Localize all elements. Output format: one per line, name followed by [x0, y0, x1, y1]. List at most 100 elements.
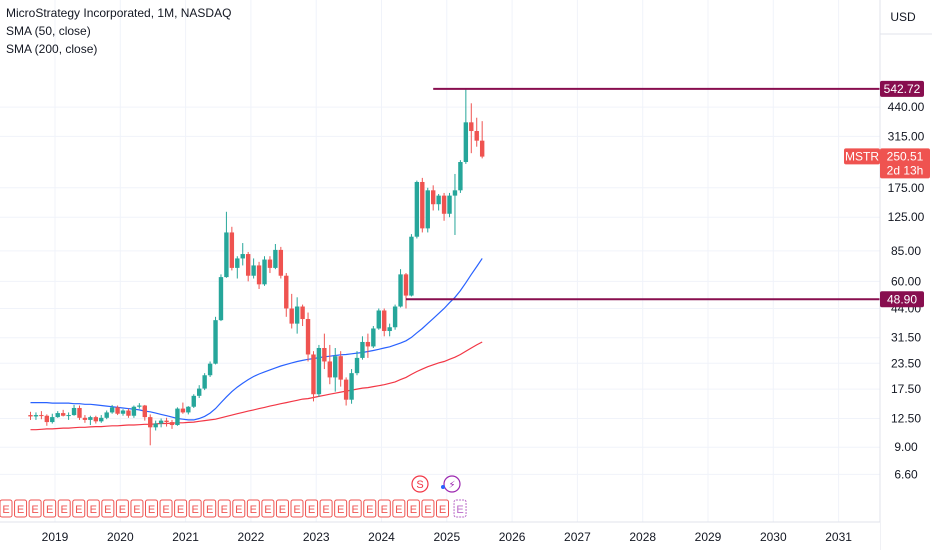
- earnings-badge[interactable]: E: [334, 499, 348, 518]
- earnings-badge-box: [363, 499, 377, 518]
- candle-body: [452, 190, 458, 196]
- earnings-badge[interactable]: E: [246, 499, 260, 518]
- candle-body: [180, 408, 186, 413]
- horizontal-levels[interactable]: [405, 87, 880, 301]
- earnings-badge[interactable]: E: [159, 499, 173, 518]
- candle: [55, 411, 60, 418]
- earnings-badge[interactable]: E: [145, 499, 158, 518]
- candle: [294, 297, 300, 334]
- earnings-badge[interactable]: E: [421, 499, 435, 518]
- earnings-badge-box: [348, 499, 362, 518]
- earnings-badge-label: E: [381, 504, 388, 516]
- earnings-badge-label: E: [221, 504, 228, 516]
- candle-body: [414, 181, 420, 237]
- indicator-sma-200-label[interactable]: SMA (200, close): [6, 42, 98, 56]
- earnings-badge[interactable]: E: [406, 499, 420, 518]
- sma-200-line: [30, 341, 483, 431]
- candle-body: [142, 405, 147, 418]
- earnings-badge[interactable]: E: [217, 499, 231, 518]
- candle: [463, 88, 469, 164]
- candle-body: [267, 259, 273, 268]
- chart-title[interactable]: MicroStrategy Incorporated, 1M, NASDAQ: [6, 6, 232, 20]
- level-price-tag: [880, 80, 924, 97]
- candle-body: [120, 410, 126, 414]
- earnings-badge[interactable]: E: [319, 499, 333, 518]
- candle-body: [158, 420, 164, 424]
- earnings-badge[interactable]: E: [305, 499, 319, 518]
- candle-body: [175, 408, 180, 426]
- candle-body: [458, 162, 463, 191]
- candle-body: [229, 232, 235, 268]
- candle-body: [148, 417, 153, 428]
- earnings-badge[interactable]: E: [275, 499, 289, 518]
- earnings-badge[interactable]: E: [14, 499, 28, 518]
- earnings-badge-label: E: [395, 504, 402, 516]
- candle: [436, 193, 441, 211]
- candle: [251, 258, 256, 279]
- earnings-badge[interactable]: E: [363, 499, 377, 518]
- candle: [213, 316, 218, 365]
- candle: [137, 403, 142, 409]
- earnings-badge[interactable]: E: [203, 499, 217, 518]
- candle: [273, 243, 278, 270]
- earnings-badge[interactable]: E: [57, 499, 71, 518]
- earnings-badge-label: E: [308, 504, 315, 516]
- candle: [104, 410, 109, 420]
- candle-body: [50, 417, 55, 423]
- earnings-badge[interactable]: E: [101, 499, 115, 518]
- dividend-marker[interactable]: S: [411, 475, 429, 493]
- y-tick-label: 31.50: [891, 331, 921, 345]
- next-earnings-box: [453, 499, 467, 518]
- earnings-badge[interactable]: E: [174, 499, 188, 518]
- candle: [77, 405, 82, 420]
- candle: [28, 411, 33, 420]
- candle-body: [349, 373, 354, 400]
- event-markers[interactable]: E E E E E E E E E E E E E E E E E E E E E E E E E E E E E E E ES ⚡: [0, 475, 467, 518]
- earnings-badge-box: [14, 499, 28, 518]
- indicator-sma-50-label[interactable]: SMA (50, close): [6, 24, 91, 38]
- earnings-badge[interactable]: E: [72, 499, 86, 518]
- time-axis-bg: [0, 522, 880, 550]
- candle: [469, 103, 474, 154]
- earnings-badge[interactable]: E: [115, 499, 129, 518]
- earnings-badge[interactable]: E: [392, 499, 406, 518]
- earnings-badge-label: E: [352, 504, 359, 516]
- x-tick-label: 2019: [42, 530, 69, 544]
- earnings-badge-label: E: [322, 504, 329, 516]
- candle-body: [126, 410, 131, 416]
- earnings-badge[interactable]: E: [43, 499, 57, 518]
- candle-body: [409, 236, 414, 296]
- candle-body: [240, 254, 245, 259]
- candle: [235, 256, 240, 279]
- earnings-badge[interactable]: E: [86, 499, 100, 518]
- candle-body: [294, 306, 300, 324]
- earnings-badge[interactable]: E: [261, 499, 275, 518]
- split-marker[interactable]: ⚡: [441, 475, 461, 493]
- candle-body: [392, 306, 398, 328]
- earnings-badge[interactable]: E: [28, 499, 42, 518]
- earnings-badge-label: E: [424, 504, 431, 516]
- earnings-badge-label: E: [264, 504, 271, 516]
- next-earnings-badge[interactable]: E: [453, 499, 467, 518]
- earnings-badge[interactable]: E: [0, 499, 13, 518]
- earnings-badge-box: [377, 499, 391, 518]
- candle-body: [251, 265, 256, 276]
- candle-body: [197, 388, 202, 396]
- earnings-badge[interactable]: E: [232, 499, 246, 518]
- earnings-badge[interactable]: E: [290, 499, 304, 518]
- earnings-badge[interactable]: E: [188, 499, 202, 518]
- y-tick-label: 125.00: [888, 210, 925, 224]
- countdown-label: 2d 13h: [887, 163, 924, 177]
- earnings-badge[interactable]: E: [348, 499, 362, 518]
- sma-200-line-group: [30, 341, 483, 431]
- earnings-badge[interactable]: E: [130, 499, 144, 518]
- dividend-marker-circle: [411, 475, 429, 493]
- candle: [333, 347, 338, 392]
- earnings-badge[interactable]: E: [377, 499, 391, 518]
- currency-label[interactable]: USD: [890, 10, 916, 24]
- candle-body: [262, 259, 267, 285]
- candle-body: [430, 190, 436, 205]
- candle: [365, 333, 371, 358]
- earnings-badge[interactable]: E: [436, 499, 449, 518]
